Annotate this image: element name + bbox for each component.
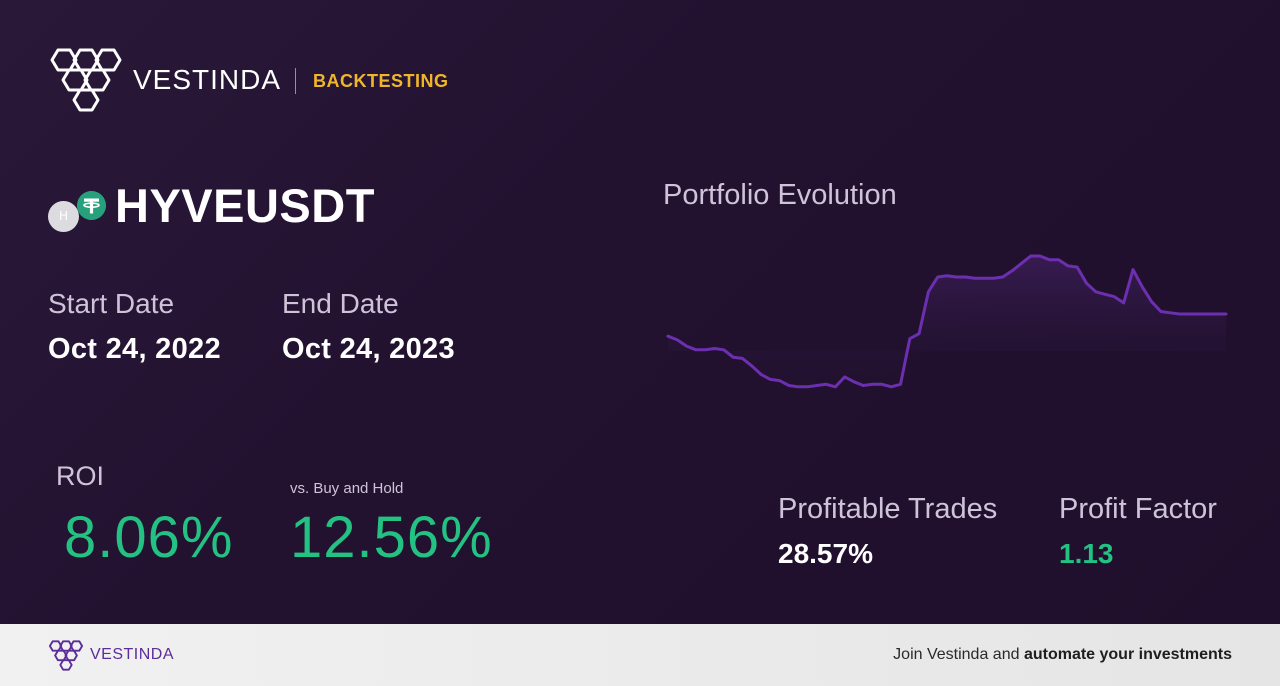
profit-factor-value: 1.13 [1059,538,1114,569]
portfolio-line [666,254,1228,389]
footer-cta-prefix: Join Vestinda and [893,646,1024,663]
header-divider [295,68,296,94]
footer-brand-name[interactable]: VESTINDA [90,646,175,663]
profit-factor-label: Profit Factor [1059,493,1217,525]
roi-label: ROI [56,461,105,491]
asset-symbol: HYVEUSDT [115,179,375,232]
brand-name: VESTINDA [133,64,282,95]
chart-title: Portfolio Evolution [663,179,897,211]
roi-value: 8.06% [64,505,234,570]
portfolio-area [668,256,1226,387]
start-date-label: Start Date [48,288,175,319]
footer-cta[interactable]: Join Vestinda and automate your investme… [893,646,1232,664]
vestinda-footer-logo-icon[interactable] [48,639,84,671]
start-date-value: Oct 24, 2022 [48,333,221,365]
portfolio-chart [666,254,1228,389]
profitable-trades-value: 28.57% [778,538,873,569]
end-date-value: Oct 24, 2023 [282,333,455,365]
buy-hold-value: 12.56% [290,505,493,570]
footer-cta-bold: automate your investments [1023,646,1232,663]
buy-hold-label: vs. Buy and Hold [290,480,404,497]
hyve-coin-icon: H [48,201,79,232]
end-date-label: End Date [282,288,399,319]
tether-icon [77,191,106,220]
section-title: BACKTESTING [313,71,449,91]
profitable-trades-label: Profitable Trades [778,493,998,525]
backtest-card: VESTINDA BACKTESTING H HYVEUSDT Start Da… [0,0,1280,624]
footer-bar: VESTINDA Join Vestinda and automate your… [0,624,1280,686]
vestinda-logo-icon [50,48,122,112]
